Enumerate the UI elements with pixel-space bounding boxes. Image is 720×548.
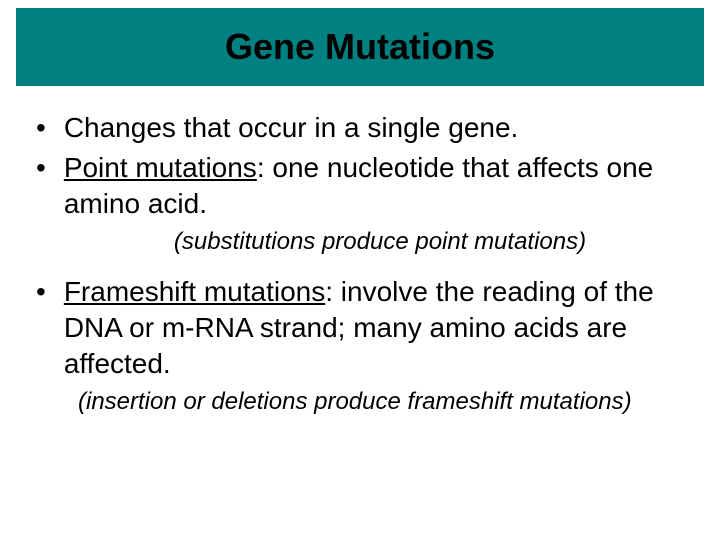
title-bar: Gene Mutations xyxy=(16,8,704,86)
note-substitutions: (substitutions produce point mutations) xyxy=(32,228,688,256)
term-point-mutations: Point mutations xyxy=(64,152,257,183)
bullet-text: Frameshift mutations: involve the readin… xyxy=(64,274,688,382)
bullet-marker: • xyxy=(36,110,46,146)
bullet-item: • Frameshift mutations: involve the read… xyxy=(32,274,688,382)
note-insertions-deletions: (insertion or deletions produce frameshi… xyxy=(32,388,688,416)
bullet-text: Point mutations: one nucleotide that aff… xyxy=(64,150,688,222)
bullet-item: • Point mutations: one nucleotide that a… xyxy=(32,150,688,222)
bullet-text: Changes that occur in a single gene. xyxy=(64,110,519,146)
term-frameshift-mutations: Frameshift mutations xyxy=(64,276,325,307)
bullet-marker: • xyxy=(36,150,46,186)
slide-content: • Changes that occur in a single gene. •… xyxy=(0,86,720,416)
bullet-item: • Changes that occur in a single gene. xyxy=(32,110,688,146)
bullet-marker: • xyxy=(36,274,46,310)
slide-title: Gene Mutations xyxy=(225,26,495,67)
